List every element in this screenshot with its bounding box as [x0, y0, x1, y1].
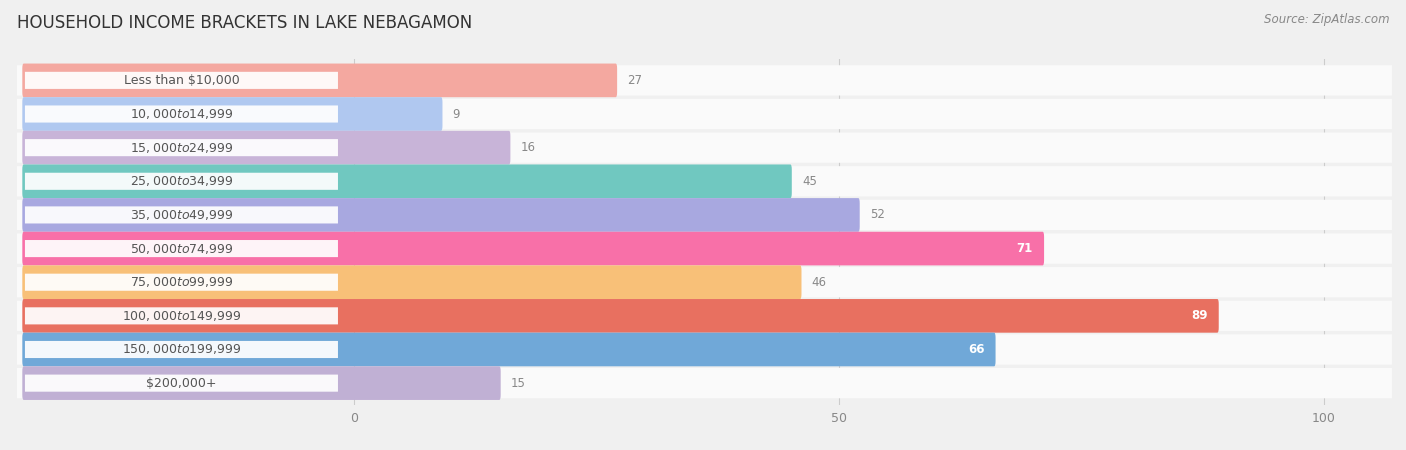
FancyBboxPatch shape: [25, 139, 337, 156]
FancyBboxPatch shape: [17, 132, 1392, 163]
FancyBboxPatch shape: [22, 266, 801, 299]
FancyBboxPatch shape: [25, 72, 337, 89]
FancyBboxPatch shape: [17, 65, 1392, 95]
Text: 71: 71: [1017, 242, 1033, 255]
FancyBboxPatch shape: [17, 301, 1392, 331]
Text: 89: 89: [1191, 309, 1208, 322]
FancyBboxPatch shape: [17, 166, 1392, 197]
FancyBboxPatch shape: [25, 274, 337, 291]
FancyBboxPatch shape: [22, 333, 995, 366]
Text: 16: 16: [520, 141, 536, 154]
FancyBboxPatch shape: [25, 307, 337, 324]
Text: HOUSEHOLD INCOME BRACKETS IN LAKE NEBAGAMON: HOUSEHOLD INCOME BRACKETS IN LAKE NEBAGA…: [17, 14, 472, 32]
FancyBboxPatch shape: [25, 105, 337, 122]
Text: 66: 66: [967, 343, 984, 356]
FancyBboxPatch shape: [25, 173, 337, 190]
Text: $35,000 to $49,999: $35,000 to $49,999: [129, 208, 233, 222]
FancyBboxPatch shape: [22, 299, 1219, 333]
FancyBboxPatch shape: [22, 97, 443, 131]
Text: $10,000 to $14,999: $10,000 to $14,999: [129, 107, 233, 121]
Text: 27: 27: [627, 74, 643, 87]
Text: 52: 52: [870, 208, 884, 221]
FancyBboxPatch shape: [25, 341, 337, 358]
Text: $100,000 to $149,999: $100,000 to $149,999: [122, 309, 242, 323]
Text: 15: 15: [510, 377, 526, 390]
Text: 9: 9: [453, 108, 460, 121]
Text: $200,000+: $200,000+: [146, 377, 217, 390]
FancyBboxPatch shape: [17, 334, 1392, 365]
FancyBboxPatch shape: [17, 267, 1392, 297]
FancyBboxPatch shape: [17, 234, 1392, 264]
FancyBboxPatch shape: [25, 240, 337, 257]
FancyBboxPatch shape: [22, 198, 859, 232]
FancyBboxPatch shape: [25, 374, 337, 392]
FancyBboxPatch shape: [22, 366, 501, 400]
FancyBboxPatch shape: [17, 99, 1392, 129]
Text: $25,000 to $34,999: $25,000 to $34,999: [129, 174, 233, 188]
Text: Less than $10,000: Less than $10,000: [124, 74, 239, 87]
FancyBboxPatch shape: [22, 232, 1045, 266]
Text: 45: 45: [801, 175, 817, 188]
FancyBboxPatch shape: [22, 63, 617, 97]
FancyBboxPatch shape: [17, 200, 1392, 230]
Text: $50,000 to $74,999: $50,000 to $74,999: [129, 242, 233, 256]
FancyBboxPatch shape: [25, 207, 337, 224]
Text: $75,000 to $99,999: $75,000 to $99,999: [129, 275, 233, 289]
FancyBboxPatch shape: [22, 131, 510, 164]
Text: $15,000 to $24,999: $15,000 to $24,999: [129, 141, 233, 155]
Text: Source: ZipAtlas.com: Source: ZipAtlas.com: [1264, 14, 1389, 27]
Text: $150,000 to $199,999: $150,000 to $199,999: [122, 342, 242, 356]
FancyBboxPatch shape: [17, 368, 1392, 398]
Text: 46: 46: [811, 276, 827, 289]
FancyBboxPatch shape: [22, 164, 792, 198]
